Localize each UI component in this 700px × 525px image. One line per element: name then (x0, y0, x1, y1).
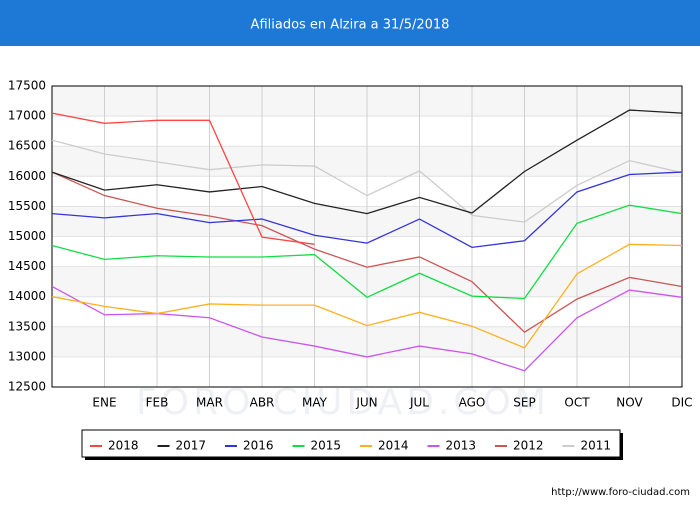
series-line (51, 243, 683, 349)
series-line (51, 109, 683, 215)
x-tick-label: SEP (513, 396, 535, 410)
watermark: FORO-CIUDAD.COM (136, 382, 550, 423)
x-tick-label: DIC (671, 396, 692, 410)
x-tick-label: AGO (459, 396, 486, 410)
legend-label: 2011 (581, 439, 612, 453)
legend-label: 2013 (446, 439, 477, 453)
x-tick-label: JUN (355, 396, 377, 410)
series-line (51, 204, 683, 300)
legend-label: 2016 (243, 439, 274, 453)
legend-label: 2012 (513, 439, 544, 453)
series-line (51, 139, 683, 223)
y-tick-label: 16000 (8, 169, 46, 183)
x-tick-label: JUL (409, 396, 429, 410)
x-tick-label: OCT (564, 396, 590, 410)
x-tick-label: MAY (302, 396, 328, 410)
legend (81, 429, 621, 458)
x-tick-label: MAR (196, 396, 223, 410)
x-tick-label: NOV (616, 396, 643, 410)
x-tick-label: FEB (146, 396, 169, 410)
y-tick-label: 12500 (8, 380, 46, 394)
chart-title: Afiliados en Alzira a 31/5/2018 (251, 18, 450, 33)
x-tick-label: ABR (250, 396, 275, 410)
legend-label: 2017 (176, 439, 207, 453)
legend-label: 2015 (311, 439, 342, 453)
y-tick-label: 15500 (8, 199, 46, 213)
series-line (51, 171, 683, 334)
series-line (51, 112, 315, 245)
y-tick-label: 14000 (8, 289, 46, 303)
series-line (51, 171, 683, 249)
footer: http://www.foro-ciudad.com (551, 487, 690, 498)
y-tick-label: 17000 (8, 109, 46, 123)
y-tick-label: 17500 (8, 79, 46, 93)
y-tick-label: 16500 (8, 139, 46, 153)
y-tick-label: 15000 (8, 229, 46, 243)
plot-frame (51, 85, 683, 388)
y-tick-label: 13500 (8, 319, 46, 333)
y-tick-label: 14500 (8, 259, 46, 273)
legend-label: 2014 (378, 439, 409, 453)
y-tick-label: 13000 (8, 349, 46, 363)
x-tick-label: ENE (92, 396, 116, 410)
legend-label: 2018 (108, 439, 139, 453)
title-bar (0, 0, 700, 46)
